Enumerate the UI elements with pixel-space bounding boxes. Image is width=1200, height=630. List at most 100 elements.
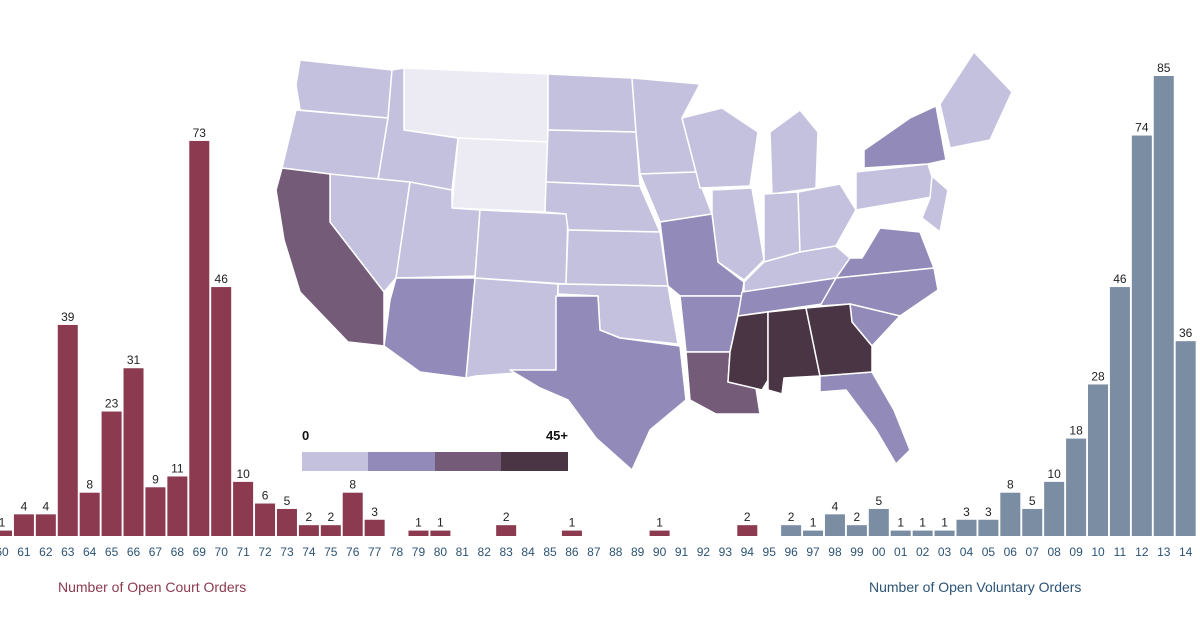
court-orders-value-60: 1 [0,516,6,530]
voluntary-orders-value-11: 46 [1113,272,1127,286]
state-washington [295,59,393,119]
voluntary-orders-value-00: 5 [875,494,882,508]
state-georgia [805,303,873,377]
court-orders-tick-80: 80 [434,545,448,559]
voluntary-orders-bar-07 [1022,508,1043,536]
voluntary-orders-bar-05 [978,519,999,536]
state-arizona [383,277,476,379]
voluntary-orders-bar-04 [956,519,977,536]
legend-swatch-3 [435,452,501,471]
court-orders-value-94: 2 [744,510,751,524]
state-idaho [377,67,459,191]
state-new-york [863,105,947,169]
court-orders-tick-75: 75 [324,545,338,559]
voluntary-orders-bar-10 [1088,384,1108,536]
state-colorado [474,209,569,285]
legend-swatch-4 [501,452,568,471]
court-orders-tick-86: 86 [565,545,579,559]
voluntary-orders-bar-13 [1153,76,1174,536]
voluntary-orders-tick-05: 05 [982,545,996,559]
court-orders-bar-63 [57,324,78,536]
court-orders-tick-71: 71 [236,545,250,559]
court-orders-tick-62: 62 [39,545,53,559]
voluntary-orders-tick-14: 14 [1179,545,1193,559]
voluntary-orders-bar-06 [1000,492,1021,536]
bar-charts: 1604614623963864236531669671168736946701… [0,61,1196,559]
court-orders-tick-76: 76 [346,545,360,559]
court-orders-value-70: 46 [215,272,229,286]
court-orders-tick-95: 95 [763,545,777,559]
court-orders-bar-66 [123,368,144,536]
voluntary-orders-tick-97: 97 [806,545,820,559]
voluntary-orders-value-10: 28 [1091,369,1105,383]
court-orders-bar-67 [145,487,166,536]
voluntary-orders-value-02: 1 [919,516,926,530]
voluntary-orders-bar-97 [803,530,824,536]
us-map [275,51,1013,471]
court-orders-tick-91: 91 [675,545,689,559]
court-orders-tick-81: 81 [456,545,470,559]
voluntary-orders-value-06: 8 [1007,478,1014,492]
state-california [275,167,385,347]
court-orders-value-83: 2 [503,510,510,524]
court-orders-tick-85: 85 [543,545,557,559]
court-orders-tick-69: 69 [193,545,207,559]
court-orders-value-68: 11 [171,461,184,475]
court-orders-bar-83 [496,525,517,536]
court-orders-value-76: 8 [349,478,356,492]
voluntary-orders-value-01: 1 [897,516,904,530]
court-orders-bar-72 [255,503,276,536]
court-orders-bar-65 [101,411,122,536]
voluntary-orders-bar-14 [1175,341,1196,536]
voluntary-orders-tick-09: 09 [1069,545,1083,559]
voluntary-orders-bar-99 [846,525,867,536]
state-missouri [659,213,745,297]
court-orders-tick-65: 65 [105,545,119,559]
voluntary-orders-bar-98 [824,514,845,536]
court-orders-value-69: 73 [193,126,207,140]
court-orders-bar-62 [35,514,56,536]
voluntary-orders-tick-02: 02 [916,545,930,559]
court-orders-value-74: 2 [306,510,313,524]
state-michigan [769,109,819,195]
voluntary-orders-tick-99: 99 [850,545,864,559]
court-orders-tick-90: 90 [653,545,667,559]
voluntary-orders-value-07: 5 [1029,494,1036,508]
voluntary-orders-value-08: 10 [1047,467,1061,481]
voluntary-orders-tick-01: 01 [894,545,908,559]
voluntary-orders-bar-09 [1066,438,1087,536]
state-south-dakota [545,129,641,187]
court-orders-bar-61 [13,514,34,536]
court-orders-tick-78: 78 [390,545,404,559]
court-orders-tick-72: 72 [258,545,272,559]
court-orders-value-71: 10 [236,467,250,481]
court-orders-tick-84: 84 [521,545,535,559]
voluntary-orders-bar-02 [912,530,933,536]
voluntary-orders-bar-00 [868,508,889,536]
state-new-england-north [939,51,1013,149]
state-north-dakota [547,73,637,133]
voluntary-orders-tick-07: 07 [1026,545,1040,559]
voluntary-orders-value-09: 18 [1069,424,1083,438]
voluntary-orders-value-03: 1 [941,516,948,530]
voluntary-orders-value-98: 4 [832,499,839,513]
court-orders-tick-93: 93 [719,545,733,559]
court-orders-tick-66: 66 [127,545,141,559]
legend-swatch-2 [368,452,435,471]
voluntary-orders-bar-11 [1109,287,1130,536]
court-orders-tick-87: 87 [587,545,601,559]
court-orders-tick-60: 60 [0,545,9,559]
voluntary-orders-value-96: 2 [788,510,795,524]
voluntary-orders-bar-12 [1131,135,1152,536]
voluntary-orders-tick-98: 98 [828,545,842,559]
court-orders-tick-70: 70 [215,545,229,559]
state-texas [509,295,687,471]
voluntary-orders-bar-96 [781,525,802,536]
voluntary-orders-value-13: 85 [1157,61,1171,75]
court-orders-tick-64: 64 [83,545,97,559]
legend-min-label: 0 [302,428,309,443]
court-orders-bar-71 [233,481,254,536]
court-orders-bar-90 [649,530,670,536]
